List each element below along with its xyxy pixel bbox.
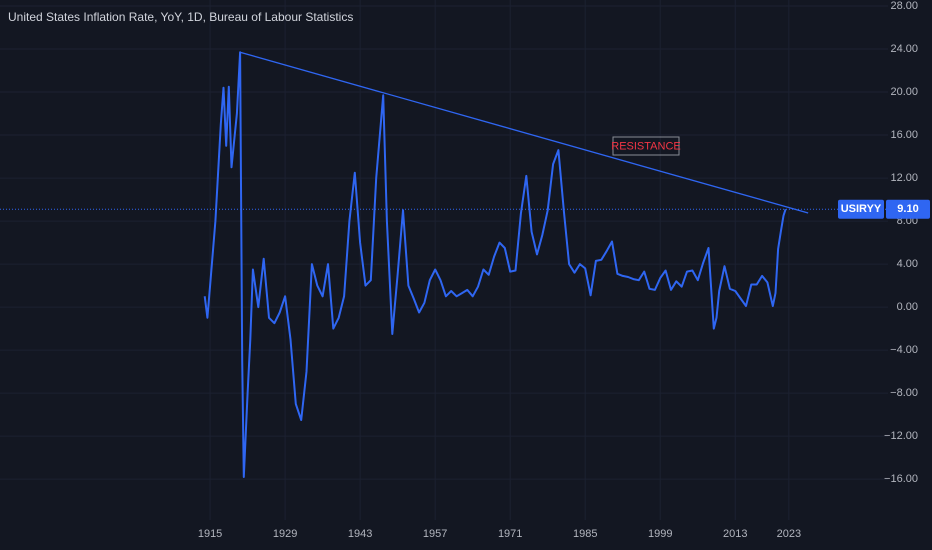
- series-line: [203, 51, 787, 478]
- x-tick-label: 2013: [723, 528, 747, 540]
- y-tick-label: 20.00: [890, 86, 918, 98]
- y-tick-label: −4.00: [890, 344, 918, 356]
- y-tick-label: −8.00: [890, 387, 918, 399]
- y-tick-label: −16.00: [884, 473, 918, 485]
- x-tick-label: 1971: [498, 528, 522, 540]
- x-tick-label: 2023: [777, 528, 801, 540]
- trendline: [239, 51, 809, 214]
- y-tick-label: 16.00: [890, 129, 918, 141]
- x-tick-label: 1985: [573, 528, 597, 540]
- symbol-tag: [838, 199, 884, 219]
- value-tag: [886, 199, 930, 219]
- y-tick-label: 28.00: [890, 0, 918, 12]
- annotation-box: [612, 136, 680, 156]
- chart-title: United States Inflation Rate, YoY, 1D, B…: [8, 10, 353, 24]
- x-tick-label: 1915: [198, 528, 222, 540]
- value-tag-label: 9.10: [897, 203, 918, 215]
- y-tick-label: 4.00: [897, 258, 918, 270]
- symbol-tag-label: USIRYY: [841, 203, 882, 215]
- x-tick-label: 1943: [348, 528, 372, 540]
- y-tick-label: 24.00: [890, 43, 918, 55]
- y-tick-label: 0.00: [897, 301, 918, 313]
- y-tick-label: 12.00: [890, 172, 918, 184]
- y-tick-label: −12.00: [884, 430, 918, 442]
- x-tick-label: 1957: [423, 528, 447, 540]
- annotation-label: RESISTANCE: [611, 140, 680, 152]
- x-tick-label: 1999: [648, 528, 672, 540]
- x-tick-label: 1929: [273, 528, 297, 540]
